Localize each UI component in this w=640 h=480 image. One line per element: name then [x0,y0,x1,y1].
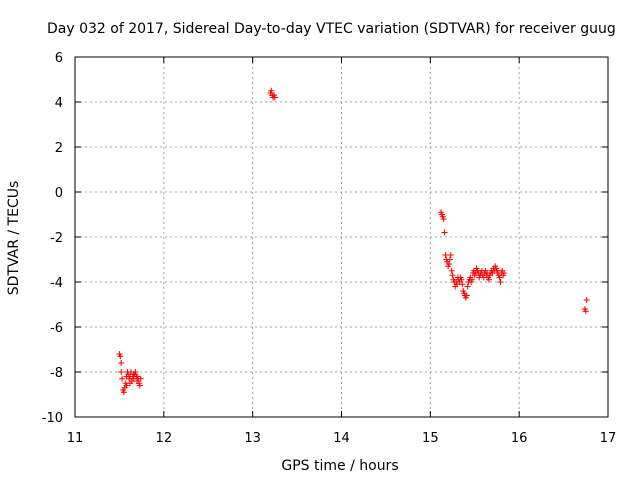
data-points [116,87,590,396]
data-point [497,279,504,285]
data-point [137,375,144,382]
data-point [496,274,503,281]
x-tick-label: 13 [244,431,261,446]
x-axis-title: GPS time / hours [281,458,398,474]
x-tick-label: 12 [156,431,173,446]
data-point [268,87,275,94]
data-point [271,94,278,101]
data-point [136,382,143,389]
data-point [119,375,126,382]
x-tick-label: 11 [67,431,84,446]
data-point [485,276,492,283]
data-point [449,272,456,279]
data-point [118,360,125,366]
y-tick-label: -4 [50,276,63,291]
data-point [123,382,130,389]
chart-title: Day 032 of 2017, Sidereal Day-to-day VTE… [47,21,616,37]
x-tick-label: 16 [511,431,528,446]
data-point [583,297,590,303]
data-point [441,229,448,236]
data-point [117,353,124,360]
data-point [442,252,449,258]
y-tick-label: -2 [50,231,63,246]
data-point [501,270,508,276]
data-point [127,380,134,387]
y-tick-label: 6 [55,51,63,66]
data-point [120,389,127,396]
data-point [445,261,452,267]
y-tick-label: 0 [55,186,63,201]
y-axis-title: SDTVAR / TECUs [6,181,22,296]
y-tick-label: 4 [55,96,63,111]
y-tick-label: -6 [50,321,63,336]
y-tick-label: -8 [50,366,63,381]
data-point [118,369,125,375]
x-tick-label: 14 [333,431,350,446]
y-tick-label: -10 [42,411,63,426]
x-tick-label: 15 [422,431,439,446]
data-point [134,373,141,380]
y-tick-label: 2 [55,141,63,156]
data-point [448,267,455,274]
data-point [130,371,137,378]
grid-lines [75,57,608,417]
data-point [458,276,465,283]
data-point [463,292,470,299]
data-point [459,281,466,288]
data-point [464,283,471,290]
axis-ticks: 11 12 13 14 15 16 17 -10 -8 -6 -4 -2 0 2 4 6 [42,51,617,446]
x-tick-label: 17 [600,431,617,446]
data-point [440,216,447,222]
data-point [446,256,453,263]
data-point [447,252,454,258]
data-point [582,308,589,315]
data-point [469,276,476,283]
